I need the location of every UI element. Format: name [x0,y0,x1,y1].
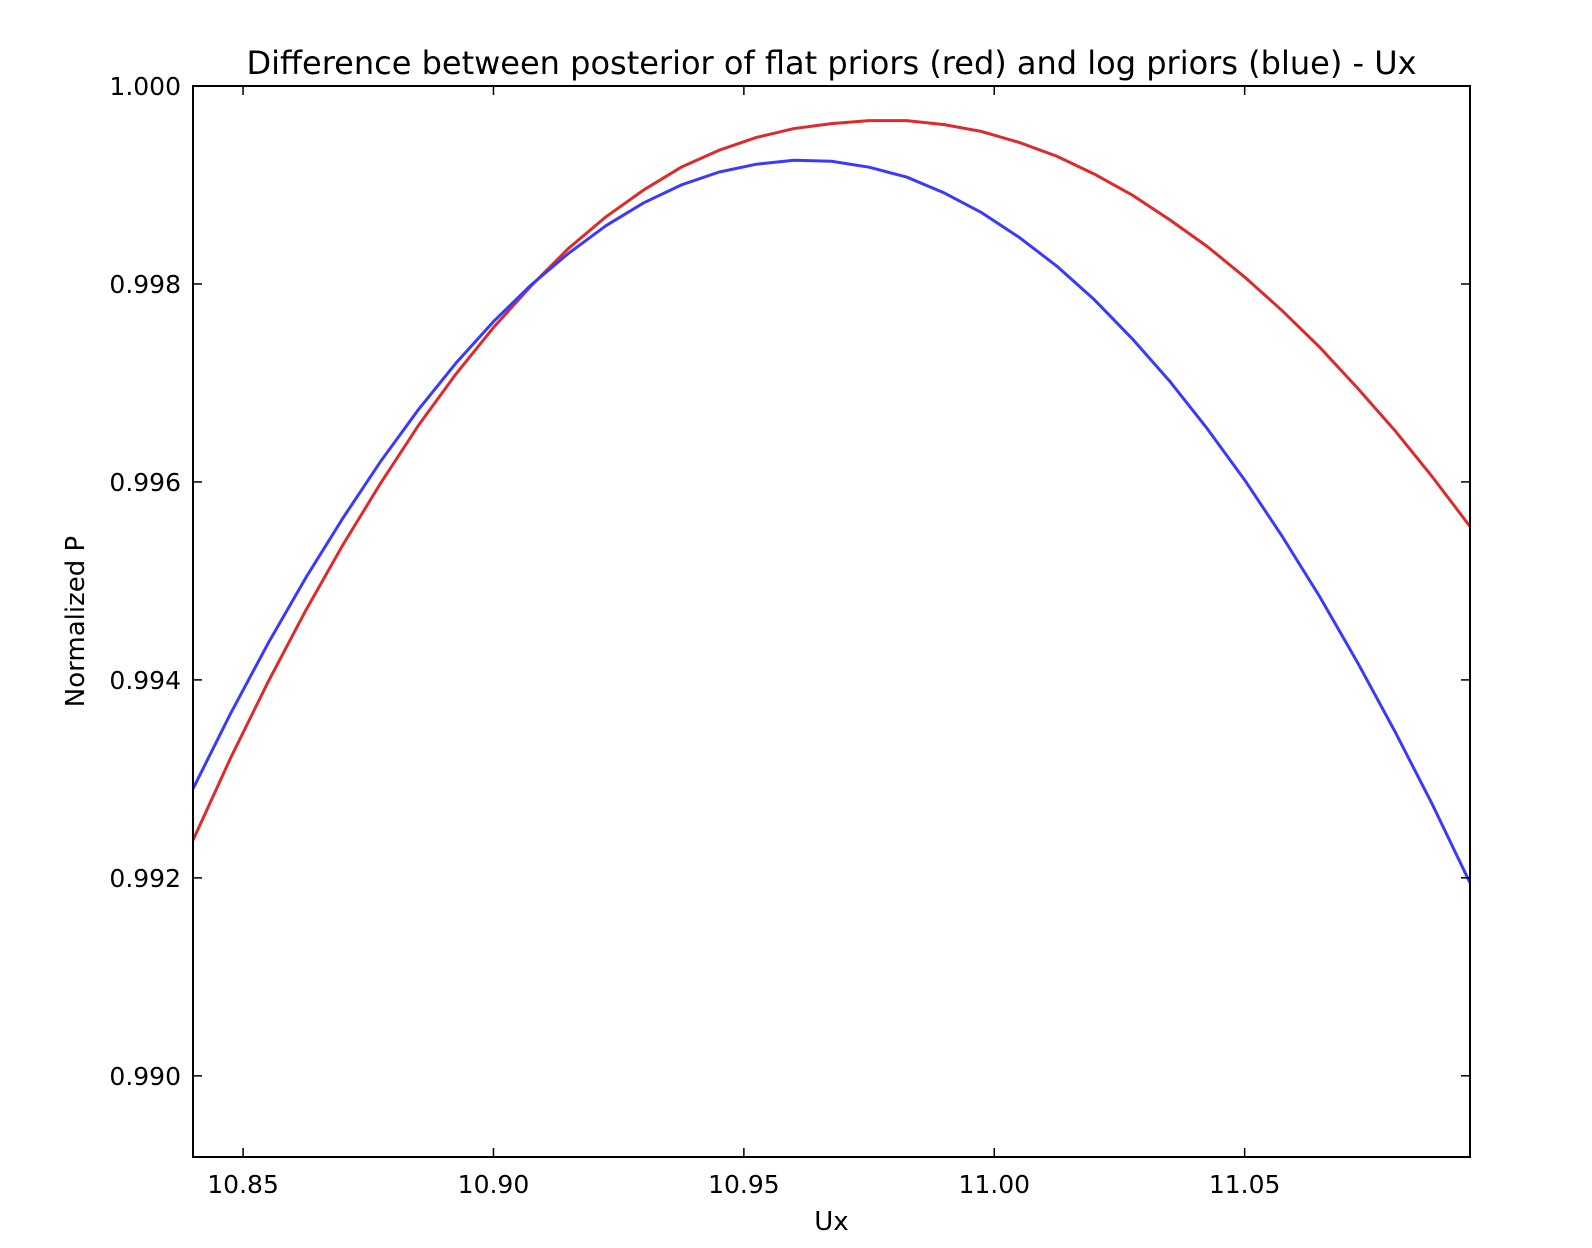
y-tick-label: 1.000 [109,72,181,101]
y-tick-label: 0.992 [109,864,181,893]
x-tick-label: 11.00 [958,1170,1030,1199]
y-tick-label: 0.990 [109,1062,181,1091]
series-line-1 [193,119,1470,841]
y-tick-label: 0.996 [109,468,181,497]
plot-frame [192,85,1471,1158]
x-tick-label: 10.90 [458,1170,530,1199]
y-axis-label: Normalized P [61,536,91,707]
series-line-2 [193,158,1470,884]
plot-lines [193,119,1470,884]
x-tick-label: 10.85 [207,1170,279,1199]
y-tick-label: 0.994 [109,666,181,695]
x-axis-label: Ux [814,1207,848,1237]
chart-title: Difference between posterior of flat pri… [246,44,1416,82]
y-tick-label: 0.998 [109,270,181,299]
x-tick-label: 10.95 [708,1170,780,1199]
x-tick-label: 11.05 [1209,1170,1281,1199]
axes: 10.85 10.90 10.95 11.00 11.05 0.990 0.992 0.994… [109,72,1471,1199]
